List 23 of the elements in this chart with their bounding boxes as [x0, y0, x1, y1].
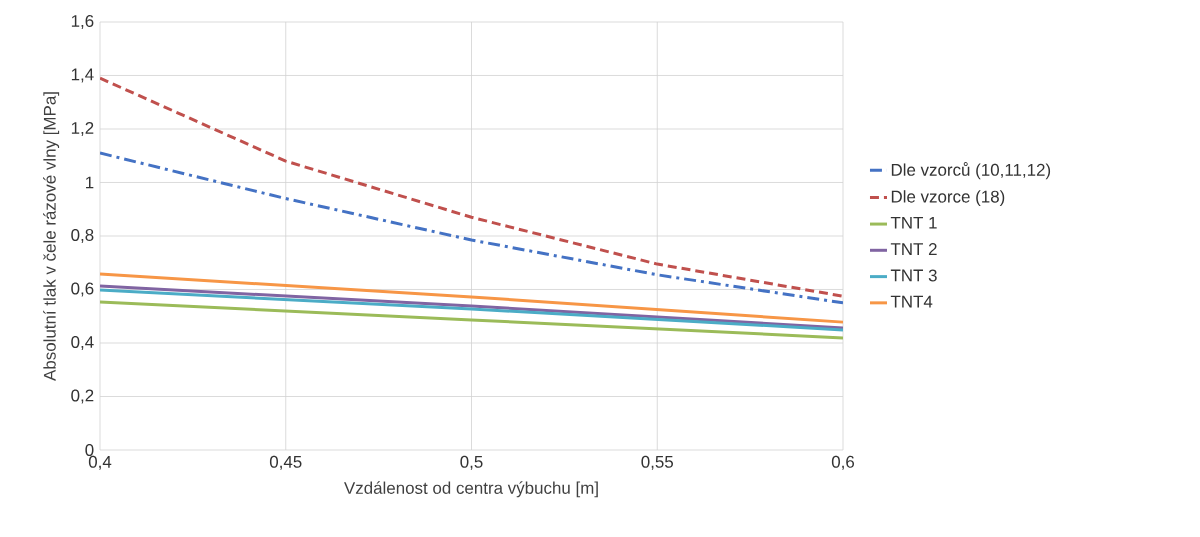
- line-series: [100, 151, 844, 305]
- y-tick-label: 1,4: [71, 68, 94, 83]
- y-tick-label: 0,6: [71, 282, 94, 297]
- y-tick-label: 1,2: [71, 122, 94, 136]
- y-tick-label: 0: [85, 444, 94, 456]
- y-tick-label: 1: [86, 176, 94, 189]
- x-tick-label: 0,45: [269, 455, 302, 470]
- line-series: [100, 76, 844, 298]
- legend-label: TNT 2: [890, 243, 937, 255]
- x-tick-label: 0,6: [831, 455, 855, 470]
- legend-label: TNT4: [890, 295, 933, 308]
- y-tick-label: 1,6: [71, 15, 94, 29]
- x-axis-title: Vzdálenost od centra výbuchu [m]: [344, 481, 598, 498]
- x-tick-label: 0,5: [460, 455, 483, 470]
- y-tick-label: 0,4: [71, 336, 94, 350]
- legend-label: TNT 1: [890, 216, 937, 229]
- y-axis-title: Absolutní tlak v čele rázové vlny [MPa]: [43, 92, 60, 381]
- legend-label: Dle vzorců (10,11,12): [891, 162, 1051, 180]
- y-tick-label: 0,2: [71, 389, 94, 404]
- legend-label: Dle vzorce (18): [891, 190, 1005, 206]
- legend-label: TNT 3: [890, 269, 937, 282]
- x-tick-label: 0,55: [641, 455, 674, 470]
- y-tick-label: 0,8: [71, 229, 94, 243]
